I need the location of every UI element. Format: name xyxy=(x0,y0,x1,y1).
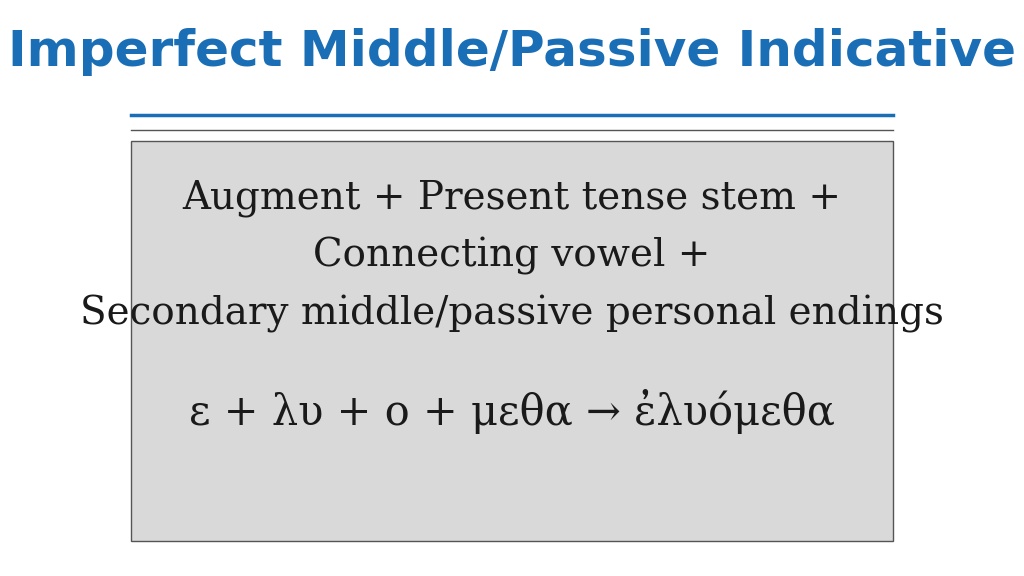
Text: Imperfect Middle/Passive Indicative: Imperfect Middle/Passive Indicative xyxy=(8,28,1016,76)
Text: ε + λυ + ο + μεθα → ἐλυόμεθα: ε + λυ + ο + μεθα → ἐλυόμεθα xyxy=(189,389,835,434)
FancyBboxPatch shape xyxy=(131,141,893,541)
Text: Secondary middle/passive personal endings: Secondary middle/passive personal ending… xyxy=(80,295,944,333)
Text: Connecting vowel +: Connecting vowel + xyxy=(313,237,711,275)
Text: Augment + Present tense stem +: Augment + Present tense stem + xyxy=(182,180,842,218)
